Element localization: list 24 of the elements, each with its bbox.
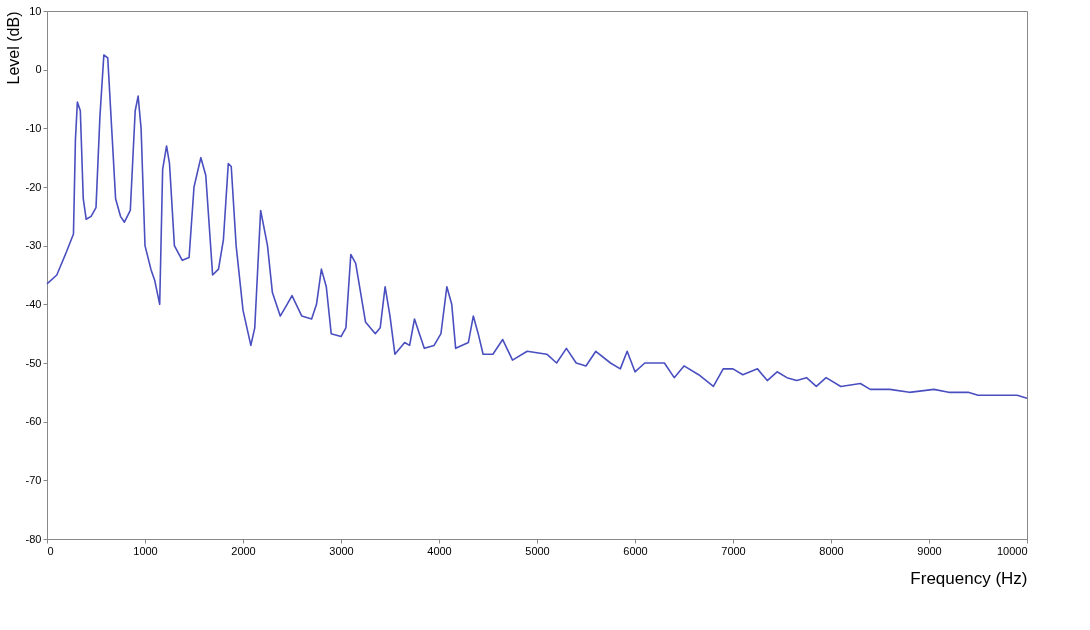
y-tick-label: -10 <box>25 121 42 134</box>
y-tick-label: 10 <box>29 4 42 17</box>
x-tick-label: 9000 <box>917 544 942 557</box>
y-tick-label: -70 <box>25 473 42 486</box>
x-axis-title: Frequency (Hz) <box>910 568 1028 588</box>
line-series <box>46 54 1028 399</box>
y-tick-label: 0 <box>35 63 42 76</box>
x-tick-label: 4000 <box>427 544 452 557</box>
x-tick-label: 5000 <box>525 544 550 557</box>
x-tick-label: 0 <box>47 544 54 557</box>
y-tick-label: -30 <box>25 239 42 252</box>
x-tick-label: 7000 <box>721 544 746 557</box>
x-tick-label: 1000 <box>133 544 158 557</box>
y-tick-label: -80 <box>25 532 42 545</box>
x-tick-label: 3000 <box>329 544 354 557</box>
y-tick-label: -60 <box>25 415 42 428</box>
y-tick-label: -40 <box>25 297 42 310</box>
y-axis-title: Level (dB) <box>4 11 22 85</box>
y-tick-label: -50 <box>25 356 42 369</box>
x-tick-label: 2000 <box>231 544 256 557</box>
x-tick-label: 10000 <box>996 544 1028 557</box>
x-tick-label: 8000 <box>819 544 844 557</box>
x-tick-label: 6000 <box>623 544 648 557</box>
y-tick-label: -20 <box>25 180 42 193</box>
